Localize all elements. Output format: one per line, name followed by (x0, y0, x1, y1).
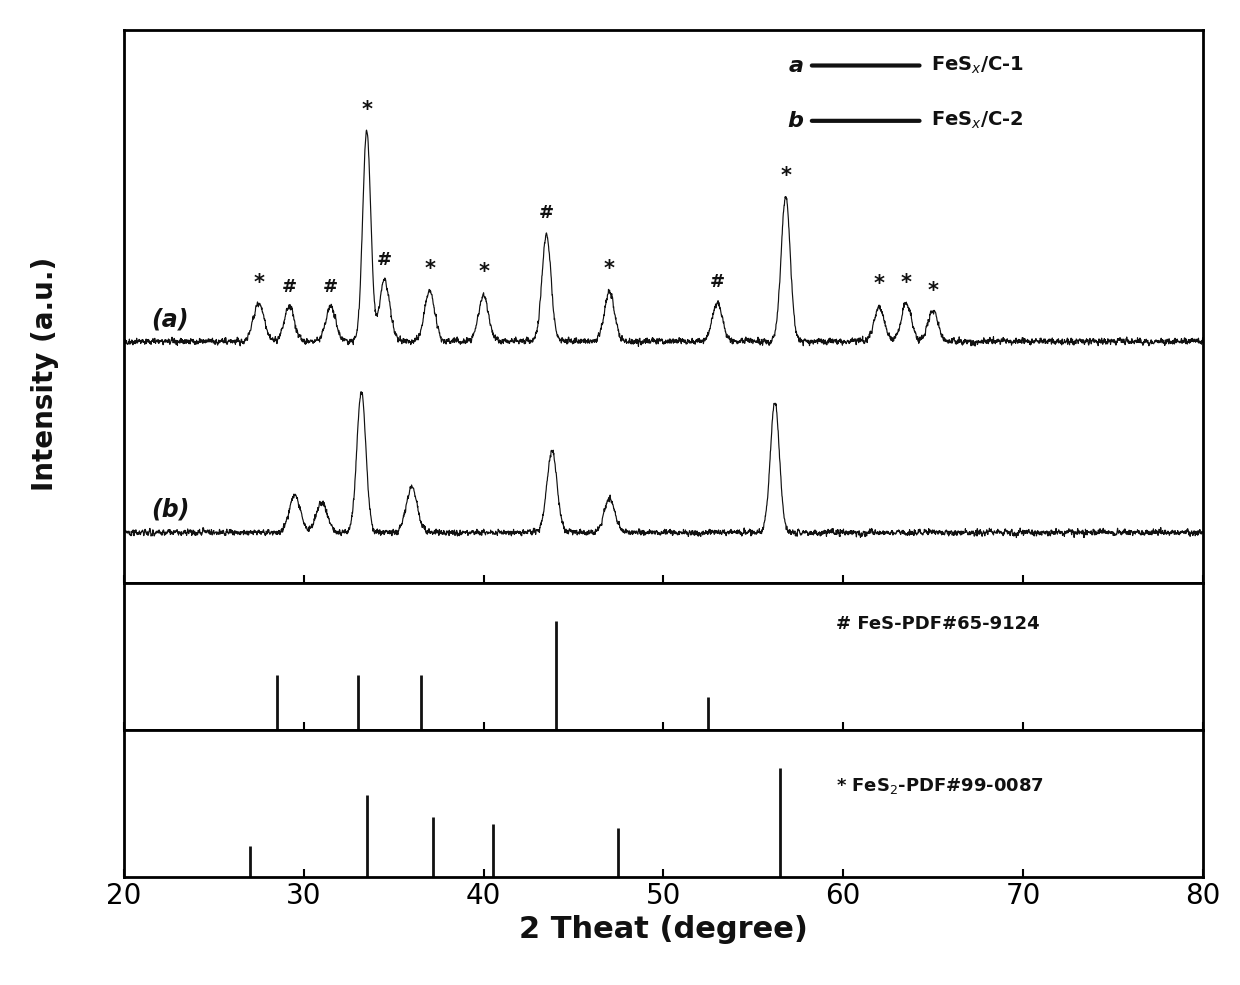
Text: *: * (479, 262, 489, 282)
Text: #: # (324, 279, 339, 296)
Text: Intensity (a.u.): Intensity (a.u.) (31, 257, 60, 492)
Text: *: * (874, 274, 884, 294)
Text: #: # (709, 274, 725, 292)
Text: #: # (281, 278, 296, 296)
Text: * FeS$_2$-PDF#99-0087: * FeS$_2$-PDF#99-0087 (836, 775, 1044, 796)
Text: *: * (604, 259, 615, 279)
Text: # FeS-PDF#65-9124: # FeS-PDF#65-9124 (836, 615, 1039, 633)
Text: *: * (928, 281, 939, 300)
X-axis label: 2 Theat (degree): 2 Theat (degree) (520, 915, 807, 944)
Text: *: * (424, 258, 435, 279)
Text: #: # (539, 204, 554, 222)
Text: #: # (377, 251, 392, 269)
Text: *: * (780, 165, 791, 185)
Text: *: * (361, 100, 372, 120)
Text: (b): (b) (151, 497, 190, 521)
Text: a: a (789, 55, 804, 76)
Text: b: b (787, 111, 804, 131)
Text: (a): (a) (151, 307, 188, 332)
Text: *: * (900, 274, 911, 294)
Text: FeS$_x$/C-2: FeS$_x$/C-2 (931, 110, 1024, 131)
Text: *: * (253, 273, 264, 293)
Text: FeS$_x$/C-1: FeS$_x$/C-1 (931, 55, 1024, 76)
